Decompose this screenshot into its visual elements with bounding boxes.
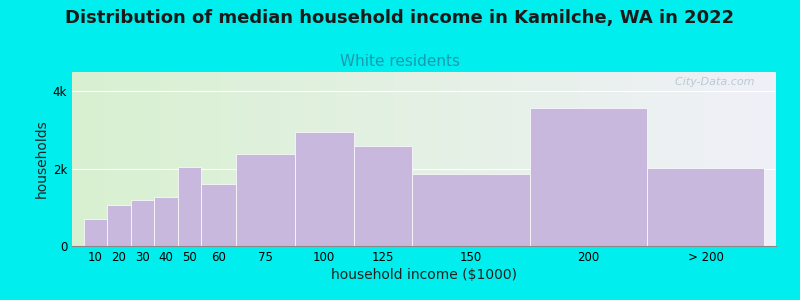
X-axis label: household income ($1000): household income ($1000) [331, 268, 517, 282]
Bar [412, 175, 530, 246]
Bar [295, 132, 354, 246]
Text: White residents: White residents [340, 54, 460, 69]
Y-axis label: households: households [34, 120, 49, 198]
Bar [178, 167, 201, 246]
Bar [530, 108, 647, 246]
Text: City-Data.com: City-Data.com [668, 77, 755, 87]
Bar [154, 196, 178, 246]
Bar [647, 168, 764, 246]
Bar [130, 200, 154, 246]
Bar [201, 184, 236, 246]
Bar [236, 154, 295, 246]
Bar [107, 206, 130, 246]
Bar [84, 219, 107, 246]
Bar [354, 146, 412, 246]
Text: Distribution of median household income in Kamilche, WA in 2022: Distribution of median household income … [66, 9, 734, 27]
